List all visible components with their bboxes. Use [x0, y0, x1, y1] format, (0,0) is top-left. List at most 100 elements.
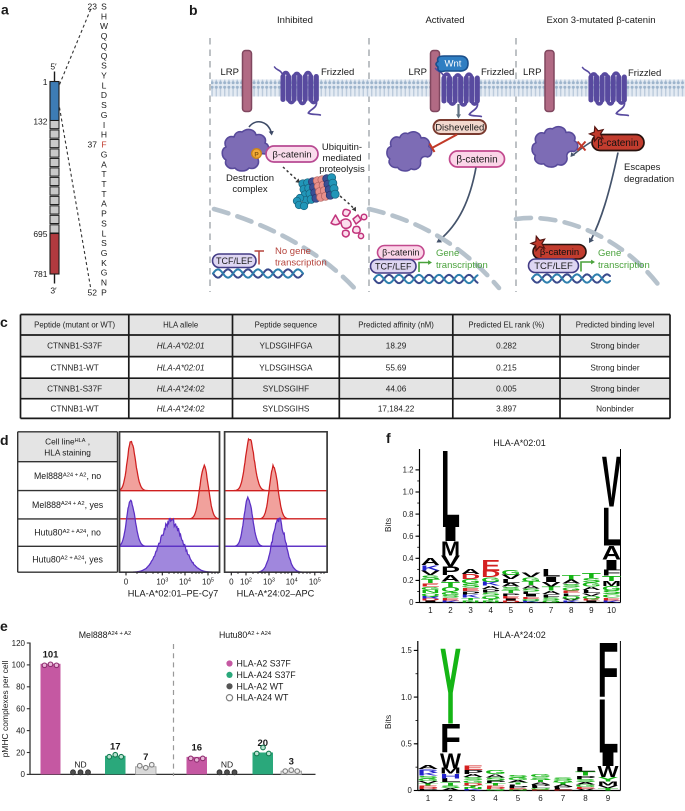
svg-text:I: I: [582, 600, 601, 603]
svg-text:9: 9: [606, 794, 611, 803]
svg-text:T: T: [508, 782, 529, 785]
svg-text:20: 20: [257, 738, 268, 749]
svg-text:transcription: transcription: [436, 260, 488, 271]
svg-text:T: T: [582, 572, 601, 580]
svg-text:L: L: [508, 784, 529, 787]
svg-text:Y: Y: [101, 71, 107, 81]
svg-text:0: 0: [409, 598, 414, 607]
svg-text:0.282: 0.282: [496, 342, 517, 351]
svg-text:V: V: [602, 442, 621, 523]
svg-text:N: N: [421, 589, 440, 594]
svg-text:7: 7: [561, 794, 566, 803]
svg-text:2: 2: [448, 606, 453, 615]
svg-text:G: G: [463, 780, 484, 784]
svg-text:K: K: [463, 789, 484, 791]
svg-text:L: L: [441, 428, 460, 551]
svg-text:mediated: mediated: [322, 153, 361, 164]
svg-text:0.5: 0.5: [401, 740, 413, 749]
svg-text:b: b: [189, 2, 198, 18]
svg-text:A: A: [541, 590, 560, 596]
svg-text:HLA-A24 S37F: HLA-A24 S37F: [237, 670, 297, 680]
svg-text:G: G: [530, 773, 551, 778]
svg-text:T: T: [575, 771, 597, 777]
svg-text:transcription: transcription: [598, 260, 650, 271]
svg-text:Hutu80A2 + A24, yes: Hutu80A2 + A24, yes: [32, 554, 103, 564]
svg-text:17,184.22: 17,184.22: [378, 404, 415, 413]
svg-text:YLDSGIHFGA: YLDSGIHFGA: [260, 342, 313, 351]
svg-text:transcription: transcription: [275, 258, 327, 269]
svg-text:L: L: [602, 496, 621, 557]
svg-text:G: G: [582, 581, 601, 587]
svg-text:K: K: [562, 600, 581, 603]
svg-text:1.0: 1.0: [403, 488, 415, 497]
svg-text:L: L: [102, 228, 107, 238]
svg-text:A: A: [461, 568, 481, 576]
svg-text:P: P: [441, 565, 461, 577]
svg-text:7: 7: [143, 752, 148, 763]
svg-text:N: N: [463, 787, 484, 790]
svg-text:P: P: [481, 588, 500, 593]
svg-text:T: T: [485, 783, 508, 787]
svg-text:ND: ND: [74, 760, 86, 770]
svg-text:G: G: [521, 576, 540, 583]
svg-text:HLA-A*02:01: HLA-A*02:01: [157, 342, 205, 351]
svg-text:S: S: [541, 596, 560, 600]
svg-text:T: T: [421, 578, 441, 584]
svg-text:4: 4: [493, 794, 498, 803]
svg-text:Q: Q: [521, 598, 541, 601]
svg-text:E: E: [421, 582, 440, 588]
svg-text:A: A: [418, 764, 439, 770]
svg-text:Escapes: Escapes: [624, 162, 661, 173]
svg-text:CTNNB1-S37F: CTNNB1-S37F: [47, 342, 102, 351]
svg-text:T: T: [101, 179, 106, 189]
svg-text:0.8: 0.8: [403, 510, 414, 519]
svg-text:S: S: [463, 777, 484, 782]
svg-text:E: E: [441, 597, 460, 601]
svg-text:G: G: [101, 110, 108, 120]
svg-text:H: H: [440, 773, 461, 780]
svg-text:6: 6: [529, 606, 534, 615]
svg-text:Gene: Gene: [598, 248, 621, 259]
svg-text:β-catenin: β-catenin: [456, 155, 497, 166]
svg-text:0.215: 0.215: [496, 363, 517, 372]
svg-text:G: G: [562, 586, 581, 591]
svg-text:3: 3: [468, 606, 473, 615]
svg-text:I: I: [602, 557, 621, 573]
svg-text:S: S: [481, 592, 500, 597]
svg-text:A: A: [553, 784, 574, 787]
svg-text:781: 781: [33, 269, 47, 279]
svg-text:E: E: [521, 596, 540, 599]
svg-text:105: 105: [202, 578, 214, 587]
svg-text:V: V: [541, 581, 561, 588]
svg-text:Inhibited: Inhibited: [277, 15, 313, 26]
svg-text:f: f: [386, 430, 391, 446]
svg-text:E: E: [501, 595, 520, 599]
svg-text:G: G: [101, 248, 108, 258]
svg-text:A: A: [602, 542, 621, 564]
svg-text:D: D: [421, 598, 440, 601]
svg-text:proteolysis: proteolysis: [319, 164, 365, 175]
svg-text:Hutu80A2 + A24, no: Hutu80A2 + A24, no: [34, 528, 101, 538]
svg-text:a: a: [1, 2, 9, 18]
svg-text:Nonbinder: Nonbinder: [596, 404, 634, 413]
svg-text:F: F: [598, 627, 619, 714]
svg-text:Ubiquitin-: Ubiquitin-: [322, 142, 362, 153]
svg-text:K: K: [421, 564, 441, 572]
svg-text:G: G: [501, 569, 520, 577]
svg-text:W: W: [100, 21, 108, 31]
svg-text:T: T: [101, 169, 106, 179]
svg-text:K: K: [602, 600, 621, 603]
svg-text:V: V: [418, 781, 439, 785]
svg-text:23: 23: [88, 2, 98, 12]
svg-text:9: 9: [589, 606, 594, 615]
svg-text:Frizzled: Frizzled: [628, 68, 661, 79]
svg-text:W: W: [440, 749, 462, 773]
svg-text:Predicted binding level: Predicted binding level: [576, 321, 655, 330]
svg-text:16: 16: [191, 742, 202, 753]
svg-text:T: T: [530, 779, 553, 783]
svg-text:Q: Q: [530, 788, 551, 790]
svg-text:S: S: [101, 2, 107, 12]
svg-text:A: A: [441, 574, 460, 584]
svg-text:T: T: [602, 575, 621, 583]
svg-text:104: 104: [286, 578, 298, 587]
